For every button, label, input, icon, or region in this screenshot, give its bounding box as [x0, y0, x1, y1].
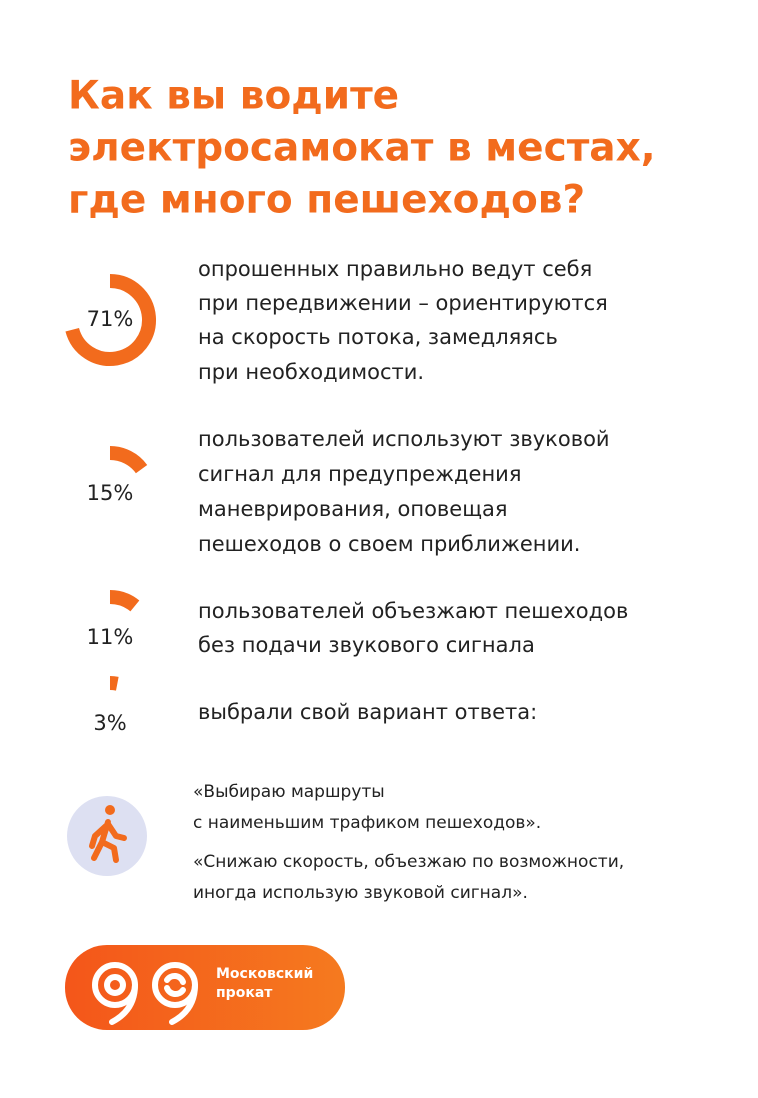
item-text: сигнал для предупреждения	[198, 462, 521, 486]
item-text: на скорость потока, замедляясь	[198, 325, 558, 349]
title-line: где много пешеходов?	[68, 178, 585, 223]
item-text: при необходимости.	[198, 360, 424, 384]
item-text: при передвижении – ориентируются	[198, 291, 608, 315]
percent-arc	[109, 446, 148, 474]
percent-label: 3%	[93, 711, 126, 735]
quote-line: иногда использую звуковой сигнал».	[193, 883, 528, 903]
percent-label: 11%	[87, 625, 134, 649]
item-text: без подачи звукового сигнала	[198, 633, 535, 657]
quote-line: с наименьшим трафиком пешеходов».	[193, 813, 541, 833]
item-text: пешеходов о своем приближении.	[198, 532, 580, 556]
logo-badge	[65, 945, 345, 1030]
item-text: пользователей объезжают пешеходов	[198, 599, 628, 623]
percent-arc	[109, 675, 119, 691]
item-text: выбрали свой вариант ответа:	[198, 700, 537, 724]
item-text: опрошенных правильно ведут себя	[198, 257, 592, 281]
quote-line: «Снижаю скорость, объезжаю по возможност…	[193, 852, 624, 872]
quote-line: «Выбираю маршруты	[193, 782, 385, 802]
logo-text: прокат	[216, 985, 273, 1001]
percent-label: 71%	[87, 307, 134, 331]
title-line: электросамокат в местах,	[68, 126, 656, 171]
percent-arc	[109, 590, 140, 612]
title-line: Как вы водите	[68, 74, 399, 119]
item-text: пользователей используют звуковой	[198, 427, 610, 451]
percent-label: 15%	[87, 481, 134, 505]
pedestrian-icon	[89, 805, 127, 863]
logo-text: Московский	[216, 966, 313, 982]
item-text: маневрирования, оповещая	[198, 497, 508, 521]
percent-arc	[65, 274, 156, 366]
icon-circle	[67, 796, 147, 876]
logo-mark	[92, 962, 198, 1025]
